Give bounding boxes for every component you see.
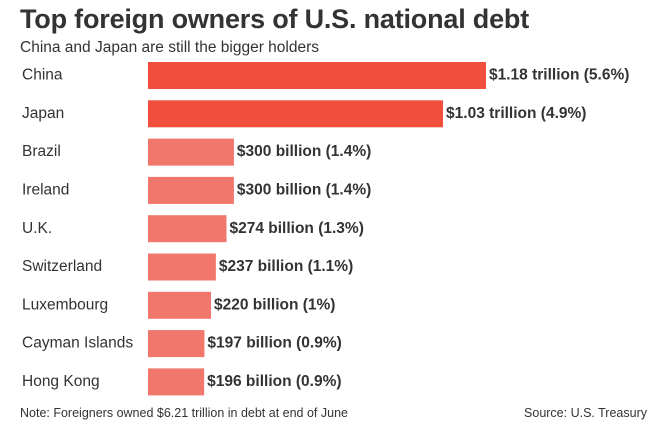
bar [148, 138, 234, 166]
value-label: $274 billion (1.3%) [229, 220, 363, 237]
value-label: $197 billion (0.9%) [207, 335, 341, 352]
category-label: U.K. [22, 220, 52, 237]
category-label: Ireland [22, 181, 69, 198]
chart-subtitle: China and Japan are still the bigger hol… [20, 39, 319, 56]
category-label: Japan [22, 105, 64, 122]
bar [148, 368, 205, 396]
category-label: Hong Kong [22, 373, 100, 390]
bar [148, 100, 444, 128]
source-credit: Source: U.S. Treasury [524, 406, 647, 420]
bar [148, 291, 212, 319]
category-label: China [22, 67, 63, 84]
value-label: $1.18 trillion (5.6%) [489, 67, 629, 84]
bar [148, 253, 216, 281]
value-label: $300 billion (1.4%) [237, 143, 371, 160]
bar [148, 62, 486, 89]
value-label: $300 billion (1.4%) [237, 181, 371, 198]
category-label: Luxembourg [22, 296, 108, 313]
value-label: $237 billion (1.1%) [219, 258, 353, 275]
value-label: $196 billion (0.9%) [207, 373, 341, 390]
bar [148, 215, 227, 243]
category-label: Switzerland [22, 258, 102, 275]
value-label: $1.03 trillion (4.9%) [446, 105, 586, 122]
bar [148, 176, 234, 204]
bar [148, 330, 205, 358]
footnote: Note: Foreigners owned $6.21 trillion in… [20, 406, 348, 420]
category-label: Brazil [22, 143, 61, 160]
category-label: Cayman Islands [22, 335, 133, 352]
value-label: $220 billion (1%) [214, 296, 335, 313]
chart-title: Top foreign owners of U.S. national debt [20, 4, 529, 34]
